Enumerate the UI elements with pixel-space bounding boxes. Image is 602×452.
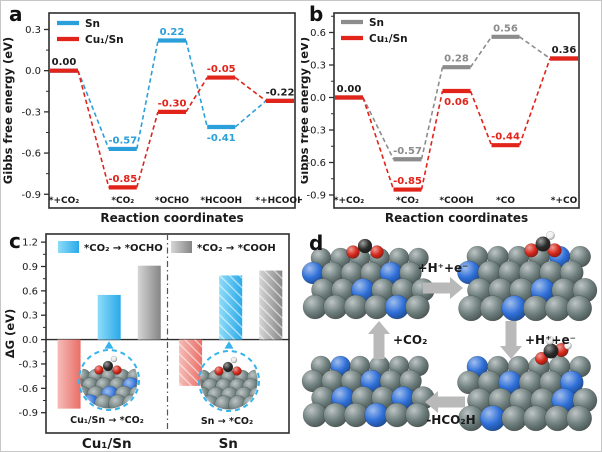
- svg-text:+H⁺+e⁻: +H⁺+e⁻: [525, 333, 576, 347]
- svg-text:-0.6: -0.6: [306, 158, 326, 169]
- svg-text:-0.9: -0.9: [21, 190, 41, 201]
- svg-text:+CO₂: +CO₂: [393, 333, 427, 347]
- svg-text:-0.85: -0.85: [393, 176, 422, 187]
- svg-text:0.22: 0.22: [160, 27, 185, 38]
- svg-text:-0.41: -0.41: [207, 133, 236, 144]
- panel-c-letter: c: [9, 229, 21, 253]
- panel-b-letter: b: [309, 2, 324, 26]
- svg-text:-0.05: -0.05: [207, 64, 236, 75]
- svg-text:*CO₂ → *COOH: *CO₂ → *COOH: [197, 243, 276, 254]
- svg-text:0.6: 0.6: [310, 28, 326, 39]
- svg-text:*CO₂: *CO₂: [396, 196, 419, 206]
- svg-text:Sn: Sn: [219, 436, 238, 452]
- svg-text:1.2: 1.2: [22, 238, 38, 249]
- deltag-bar-chart: 1.2 0.9 0.6 0.3 0.0 -0.3 -0.6 -0.9 ΔG (eV) Cu₁/Sn…: [3, 233, 290, 452]
- svg-text:0.28: 0.28: [444, 54, 469, 65]
- svg-text:*OCHO: *OCHO: [155, 196, 189, 206]
- svg-text:Reaction coordinates: Reaction coordinates: [385, 211, 528, 225]
- panel-b-gibbs-co: b 0.6 0.3 0.0 -0.3 -0.6 -0.9 Gibbs free energy…: [301, 1, 602, 227]
- svg-text:*+CO: *+CO: [551, 196, 578, 206]
- svg-text:*COOH: *COOH: [439, 196, 473, 206]
- svg-text:-0.30: -0.30: [158, 98, 187, 109]
- svg-text:-0.6: -0.6: [18, 384, 38, 395]
- svg-text:*CO₂ → *OCHO: *CO₂ → *OCHO: [84, 243, 163, 254]
- svg-text:0.3: 0.3: [22, 311, 38, 322]
- svg-text:0.00: 0.00: [52, 57, 77, 68]
- svg-text:*CO: *CO: [496, 196, 515, 206]
- svg-text:0.0: 0.0: [25, 66, 41, 77]
- panel-d-catalytic-cycle: d +H⁺+e⁻ +H⁺+e⁻ -HCO₂H +CO₂: [301, 226, 602, 452]
- panel-d-letter: d: [309, 231, 324, 255]
- svg-text:Gibbs free energy (eV): Gibbs free energy (eV): [301, 37, 311, 184]
- svg-text:*+HCOOH: *+HCOOH: [255, 196, 302, 206]
- svg-text:*CO₂: *CO₂: [111, 196, 134, 206]
- svg-text:0.0: 0.0: [22, 335, 38, 346]
- svg-text:-0.44: -0.44: [491, 132, 520, 143]
- panel-c-deltag-bars: c 1.2 0.9 0.6 0.3 0.0 -0.3 -0.6 -0.9 ΔG (eV) Cu₁/…: [1, 226, 302, 452]
- svg-text:-0.9: -0.9: [306, 191, 326, 202]
- svg-text:Cu₁/Sn: Cu₁/Sn: [85, 34, 124, 46]
- svg-text:*HCOOH: *HCOOH: [200, 196, 242, 206]
- svg-text:0.06: 0.06: [444, 97, 469, 108]
- svg-text:-0.22: -0.22: [266, 87, 295, 98]
- svg-text:Cu₁/Sn: Cu₁/Sn: [369, 33, 408, 45]
- svg-text:Sn → *CO₂: Sn → *CO₂: [201, 416, 253, 427]
- svg-text:Gibbs free energy (eV): Gibbs free energy (eV): [1, 37, 15, 184]
- svg-text:0.56: 0.56: [493, 23, 518, 34]
- gibbs-diagram-co-path: 0.6 0.3 0.0 -0.3 -0.6 -0.9 Gibbs free energy (…: [301, 12, 580, 225]
- svg-text:*+CO₂: *+CO₂: [49, 196, 80, 206]
- svg-text:Sn: Sn: [369, 17, 384, 29]
- svg-text:0.3: 0.3: [25, 25, 41, 36]
- svg-text:-0.57: -0.57: [108, 135, 137, 146]
- svg-text:-0.3: -0.3: [21, 107, 41, 118]
- svg-text:0.9: 0.9: [22, 262, 38, 273]
- svg-text:Reaction coordinates: Reaction coordinates: [100, 211, 243, 225]
- gibbs-diagram-formate-path: 0.3 0.0 -0.3 -0.6 -0.9 Gibbs free energy (eV)…: [1, 12, 302, 225]
- svg-text:Cu₁/Sn → *CO₂: Cu₁/Sn → *CO₂: [70, 415, 144, 426]
- svg-text:0.36: 0.36: [552, 45, 577, 56]
- svg-text:ΔG (eV): ΔG (eV): [3, 309, 17, 359]
- svg-text:-0.3: -0.3: [306, 126, 326, 137]
- svg-text:+H⁺+e⁻: +H⁺+e⁻: [418, 261, 469, 275]
- svg-text:Sn: Sn: [85, 18, 100, 30]
- svg-text:-0.85: -0.85: [108, 174, 137, 185]
- svg-text:-0.3: -0.3: [18, 359, 38, 370]
- panel-a-gibbs-formate: a 0.3 0.0 -0.3 -0.6 -0.9 Gibbs free energy (e…: [1, 1, 302, 227]
- svg-text:0.6: 0.6: [22, 286, 38, 297]
- svg-text:-0.6: -0.6: [21, 149, 41, 160]
- svg-text:-0.9: -0.9: [18, 408, 38, 419]
- svg-text:0.00: 0.00: [337, 84, 362, 95]
- svg-text:-0.57: -0.57: [393, 146, 422, 157]
- svg-text:Cu₁/Sn: Cu₁/Sn: [82, 436, 132, 452]
- svg-text:*+CO₂: *+CO₂: [334, 196, 365, 206]
- svg-text:-HCO₂H: -HCO₂H: [426, 413, 475, 427]
- svg-text:0.3: 0.3: [310, 61, 326, 72]
- panel-a-letter: a: [9, 2, 23, 26]
- catalytic-cycle-schematic: +H⁺+e⁻ +H⁺+e⁻ -HCO₂H +CO₂: [301, 231, 598, 432]
- svg-text:0.0: 0.0: [310, 93, 326, 104]
